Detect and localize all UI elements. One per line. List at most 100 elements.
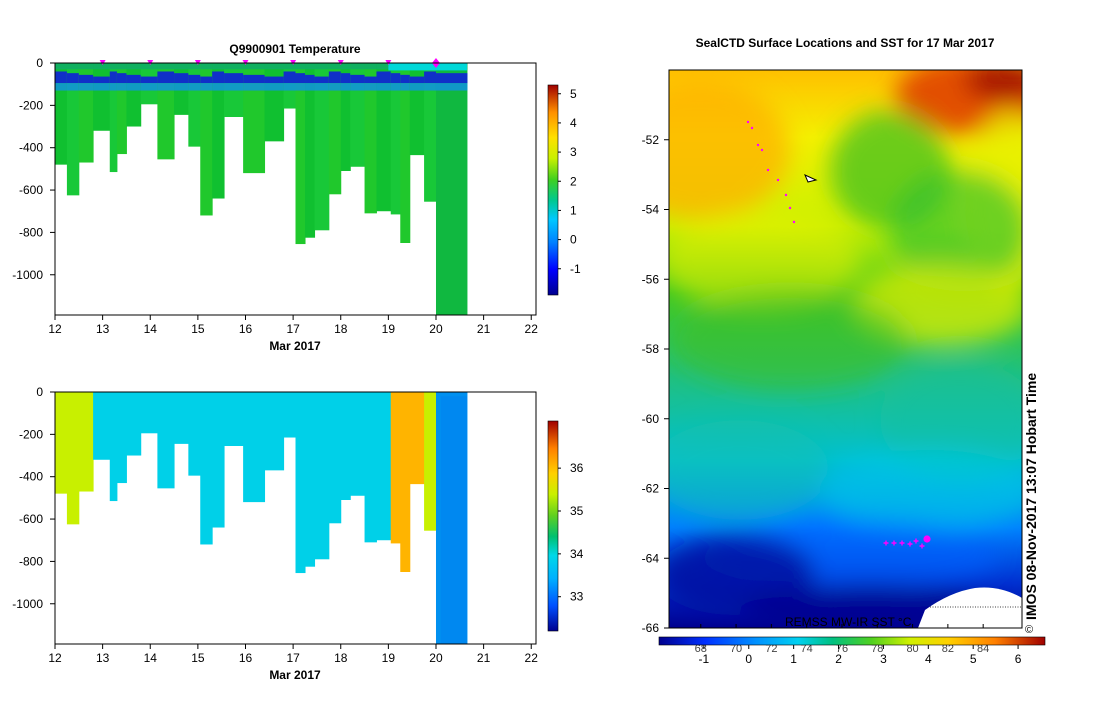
salinity-profile [400, 392, 411, 572]
x-tick-label: 20 [429, 322, 443, 336]
temperature-cold-layer [264, 76, 285, 84]
salinity-deep-layer [440, 396, 467, 644]
y-tick-label: -600 [19, 183, 43, 197]
temperature-cold-layer [212, 71, 225, 84]
temperature-transition-layer [264, 83, 285, 91]
salinity-profile [200, 392, 213, 545]
salinity-profile [350, 392, 366, 496]
temperature-frame [54, 62, 537, 316]
temperature-cold-layer [126, 74, 142, 84]
sst-colorbar-tick-label: 4 [925, 652, 932, 666]
sst-colorbar-tick-label: 3 [880, 652, 887, 666]
track-point [899, 540, 905, 546]
temperature-cold-layer [243, 74, 266, 84]
temperature-plot [55, 63, 468, 315]
temperature-xlabel: Mar 2017 [269, 339, 321, 353]
salinity-profile [93, 392, 111, 460]
x-tick-label: 22 [525, 322, 539, 336]
salinity-profile [188, 392, 201, 476]
lat-tick-label: -52 [642, 133, 660, 147]
lon-tick-label: 82 [942, 643, 954, 655]
track-point [766, 168, 770, 172]
temperature-transition-layer [424, 83, 437, 91]
y-tick-label: -1000 [12, 597, 43, 611]
track-point [919, 543, 925, 549]
salinity-profile [224, 392, 244, 446]
salinity-profile [424, 392, 437, 531]
lon-tick-label: 78 [871, 643, 883, 655]
colorbar-tick-label: 33 [570, 590, 584, 604]
lon-tick-label: 74 [801, 643, 813, 655]
temperature-surface-layer [116, 63, 127, 70]
temperature-transition-layer [435, 83, 468, 91]
sst-map: REMSS MW-IR SST °C [669, 70, 1022, 629]
lat-tick-label: -60 [642, 412, 660, 426]
sst-source-label: REMSS MW-IR SST °C [785, 615, 912, 629]
salinity-profile [314, 392, 330, 560]
temperature-cold-layer [340, 73, 351, 84]
temperature-cold-layer [66, 73, 80, 84]
temperature-cold-layer [116, 73, 127, 84]
temperature-cold-layer [224, 73, 244, 84]
temperature-transition-layer [340, 83, 351, 91]
colorbar-tick-label: 36 [570, 461, 584, 475]
x-tick-label: 14 [144, 322, 158, 336]
temperature-profile [328, 63, 342, 195]
y-tick-label: -400 [19, 470, 43, 484]
temperature-transition-layer [400, 83, 411, 91]
track-point [750, 126, 754, 130]
lat-tick-label: -64 [642, 551, 660, 565]
sst-colorbar-tick-label: -1 [699, 652, 710, 666]
lon-tick-label: 84 [977, 643, 989, 655]
temperature-surface-layer [350, 63, 366, 70]
lat-tick-label: -66 [642, 621, 660, 635]
colorbar-tick-label: 0 [570, 233, 577, 247]
lat-tick-label: -56 [642, 272, 660, 286]
sst-colorbar-ticks: -1 0 1 2 3 4 5 6 [699, 645, 1022, 666]
temperature-transition-layer [283, 83, 296, 91]
temperature-cold-layer [390, 73, 401, 84]
temperature-profile [400, 63, 411, 243]
temperature-transition-layer [116, 83, 127, 91]
temperature-transition-layer [140, 83, 158, 91]
temperature-axes: 12 13 14 15 16 17 18 19 20 21 22 0 -200 -400 -600 -800 -… [12, 56, 538, 336]
temperature-profile [340, 63, 351, 171]
track-point [913, 538, 919, 544]
salinity-profile [305, 392, 316, 567]
temperature-cold-layer [409, 76, 425, 84]
x-tick-label: 17 [286, 322, 300, 336]
salinity-axes: 12 13 14 15 16 17 18 19 20 21 22 0 -200 -400 -600 -800 -… [12, 385, 538, 665]
map-title: SealCTD Surface Locations and SST for 17… [696, 36, 995, 50]
track-point [891, 540, 897, 546]
salinity-profile [109, 392, 118, 502]
sst-colorbar-tick-label: 2 [835, 652, 842, 666]
salinity-profile [390, 392, 401, 544]
x-tick-label: 16 [239, 322, 253, 336]
salinity-profile [376, 392, 392, 541]
salinity-colorbar [547, 420, 559, 632]
temperature-profile [93, 63, 111, 131]
temperature-surface-layer [328, 63, 342, 70]
salinity-profile [157, 392, 175, 489]
salinity-profile [78, 392, 94, 492]
colorbar-tick-label: 4 [570, 116, 577, 130]
y-tick-label: -1000 [12, 268, 43, 282]
temperature-transition-layer [212, 83, 225, 91]
temperature-profile [126, 63, 142, 127]
temperature-transition-layer [126, 83, 142, 91]
lat-tick-label: -58 [642, 342, 660, 356]
sst-colorbar-tick-label: 5 [970, 652, 977, 666]
seal-track-north [746, 120, 796, 224]
temperature-profile [66, 63, 80, 196]
temperature-transition-layer [243, 83, 266, 91]
salinity-profile [55, 392, 68, 494]
salinity-frame [54, 391, 537, 645]
x-tick-label: 19 [382, 651, 396, 665]
track-point [784, 193, 788, 197]
temperature-cold-layer [350, 74, 366, 84]
temperature-surface-layer [314, 63, 330, 70]
temperature-profile [109, 63, 118, 173]
temperature-transition-layer [188, 83, 201, 91]
